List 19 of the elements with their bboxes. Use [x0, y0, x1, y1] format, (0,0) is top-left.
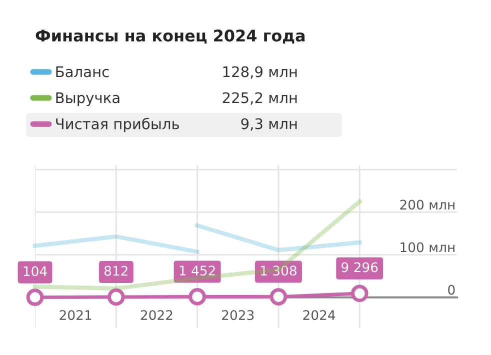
legend-label: Выручка — [56, 92, 120, 106]
data-label: 812 — [104, 266, 128, 276]
data-label: 9 296 — [342, 262, 378, 272]
text: 9,3 млн — [241, 118, 297, 131]
y-tick-label: 200 млн — [400, 200, 454, 210]
y-tick-label: 0 — [448, 284, 455, 295]
data-label: 104 — [24, 266, 47, 276]
y-tick-label: 100 млн — [400, 242, 454, 252]
data-label: 1 308 — [261, 266, 296, 276]
text: 225,2 млн — [222, 92, 297, 105]
chart-title: Финансы на конец 2024 года — [36, 30, 305, 44]
x-tick-label: 2022 — [140, 310, 172, 320]
legend-label: Баланс — [56, 66, 109, 78]
x-tick-label: 2021 — [60, 310, 92, 320]
text: 128,9 млн — [223, 66, 297, 79]
data-label: 1 452 — [180, 266, 215, 276]
legend-label: Чистая прибыль — [56, 118, 179, 132]
x-tick-label: 2024 — [303, 310, 336, 320]
x-tick-label: 2023 — [222, 310, 254, 320]
